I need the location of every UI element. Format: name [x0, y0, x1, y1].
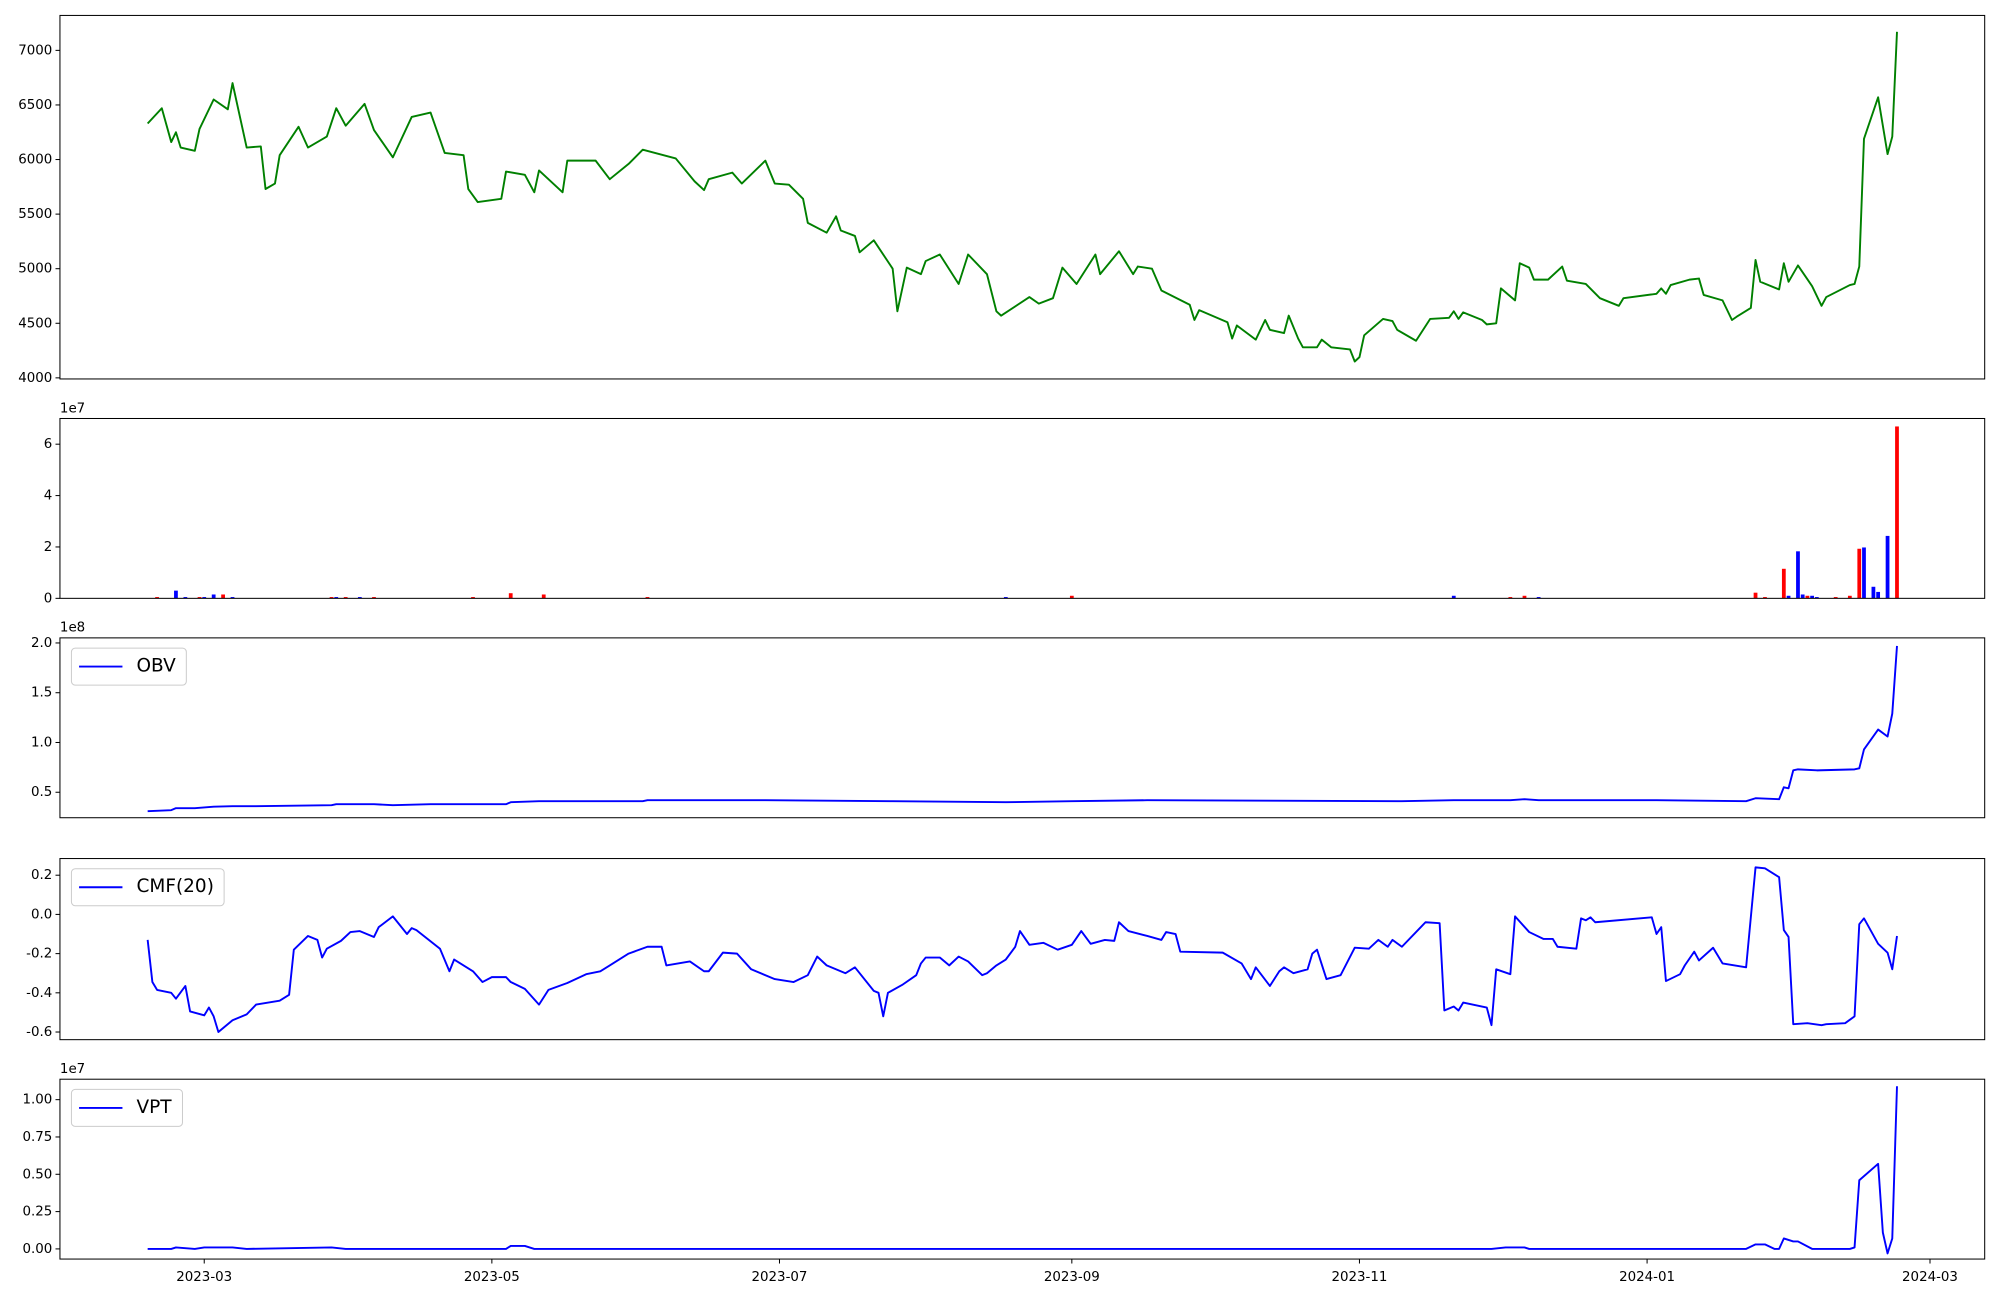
x-tick-label: 2024-01 [1619, 1270, 1675, 1285]
bar [1800, 594, 1805, 599]
bar [1536, 597, 1541, 599]
series-line [147, 1086, 1898, 1255]
legend: OBV [70, 647, 187, 686]
legend-box [70, 647, 187, 686]
y-tick-label: 5000 [18, 262, 52, 277]
y-tick-label: 0.0 [31, 907, 52, 922]
bar [1003, 597, 1008, 599]
bar [541, 594, 546, 599]
axes-frame [59, 1078, 1986, 1260]
axes-frame [59, 14, 1986, 380]
y-tick-label: 1.5 [31, 686, 52, 701]
bar [1763, 597, 1767, 599]
bar [1810, 595, 1815, 599]
panel: 0 2 4 6 1e7 [44, 401, 1986, 606]
x-tick-label: 2023-07 [752, 1270, 808, 1285]
bar [183, 597, 188, 599]
series-line [146, 866, 1898, 1033]
bar [1871, 586, 1876, 599]
legend-label: OBV [136, 656, 176, 677]
axes-frame [59, 858, 1986, 1041]
y-tick-label: 1.0 [31, 735, 52, 750]
bar [1833, 597, 1838, 599]
bar [357, 597, 362, 599]
y-tick-label: 4500 [18, 316, 52, 331]
bar [508, 593, 513, 599]
bar [471, 597, 475, 599]
y-tick-label: 0.75 [23, 1130, 53, 1145]
axes-frame [59, 637, 1986, 819]
bar [1857, 548, 1862, 599]
series-line [147, 645, 1898, 813]
bar [1753, 592, 1758, 599]
bar [1508, 597, 1513, 599]
x-tick-label: 2023-03 [176, 1270, 232, 1285]
legend: VPT [70, 1088, 183, 1127]
bar [1862, 547, 1866, 599]
legend: CMF(20) [70, 868, 225, 907]
bar [1069, 595, 1074, 599]
axes-frame [59, 417, 1986, 599]
x-tick-label: 2023-11 [1332, 1270, 1388, 1285]
y-tick-label: 2.0 [31, 636, 52, 651]
y-tick-label: 5500 [18, 207, 52, 222]
y-tick-label: 1.00 [23, 1093, 53, 1108]
y-tick-label: -0.2 [26, 947, 52, 962]
bar [1847, 595, 1852, 599]
y-tick-label: 7000 [18, 43, 52, 58]
panel: 0.5 1.0 1.5 2.0 1e8 OBV [31, 621, 1986, 819]
bar [1885, 535, 1890, 599]
y-tick-label: 0.5 [31, 785, 52, 800]
bar [230, 597, 235, 599]
bar [155, 597, 159, 599]
panel: 4000 4500 5000 5500 6000 6500 7000 [18, 14, 1986, 386]
y-tick-label: -0.4 [26, 986, 52, 1001]
legend-box [70, 868, 225, 907]
bar [197, 597, 202, 599]
bar [1814, 597, 1819, 599]
bar [1805, 595, 1810, 599]
panel: -0.6 -0.4 -0.2 0.0 0.2 CMF(20) [26, 858, 1986, 1041]
x-tick-label: 2023-05 [464, 1270, 520, 1285]
y-offset-label: 1e7 [60, 1062, 85, 1077]
y-tick-label: 0.00 [23, 1242, 53, 1257]
y-tick-label: 4 [44, 489, 53, 504]
bar [1895, 426, 1899, 599]
bar [202, 597, 207, 599]
bar [1796, 551, 1800, 599]
bar [1786, 595, 1791, 599]
bar [343, 597, 348, 599]
bar [1522, 595, 1527, 599]
y-tick-label: 0 [44, 591, 53, 606]
y-tick-label: 0.2 [31, 868, 52, 883]
legend-box [70, 1088, 183, 1127]
y-tick-label: 0.50 [23, 1167, 53, 1182]
y-offset-label: 1e8 [60, 621, 85, 636]
bar [221, 594, 225, 599]
legend-label: CMF(20) [136, 876, 213, 897]
bar [211, 594, 216, 599]
bar [372, 597, 376, 599]
bar [1781, 568, 1786, 599]
panel: 0.00 0.25 0.50 0.75 1.00 2023-03 2023-05 2023-0… [23, 1062, 1986, 1285]
series-line [146, 31, 1898, 363]
bar [174, 590, 178, 599]
y-tick-label: 4000 [18, 371, 52, 386]
y-tick-label: 0.25 [23, 1205, 53, 1220]
y-tick-label: 6 [44, 437, 53, 452]
x-tick-label: 2024-03 [1902, 1270, 1958, 1285]
bar [1876, 591, 1881, 599]
legend-label: VPT [136, 1097, 172, 1118]
y-tick-label: 6000 [18, 153, 52, 168]
bar [329, 597, 334, 599]
y-tick-label: 2 [44, 540, 53, 555]
bar [1451, 595, 1456, 599]
y-tick-label: 6500 [18, 98, 52, 113]
y-tick-label: -0.6 [26, 1025, 52, 1040]
x-tick-label: 2023-09 [1044, 1270, 1100, 1285]
bar [334, 597, 339, 599]
y-offset-label: 1e7 [60, 401, 85, 416]
bar [645, 597, 650, 599]
